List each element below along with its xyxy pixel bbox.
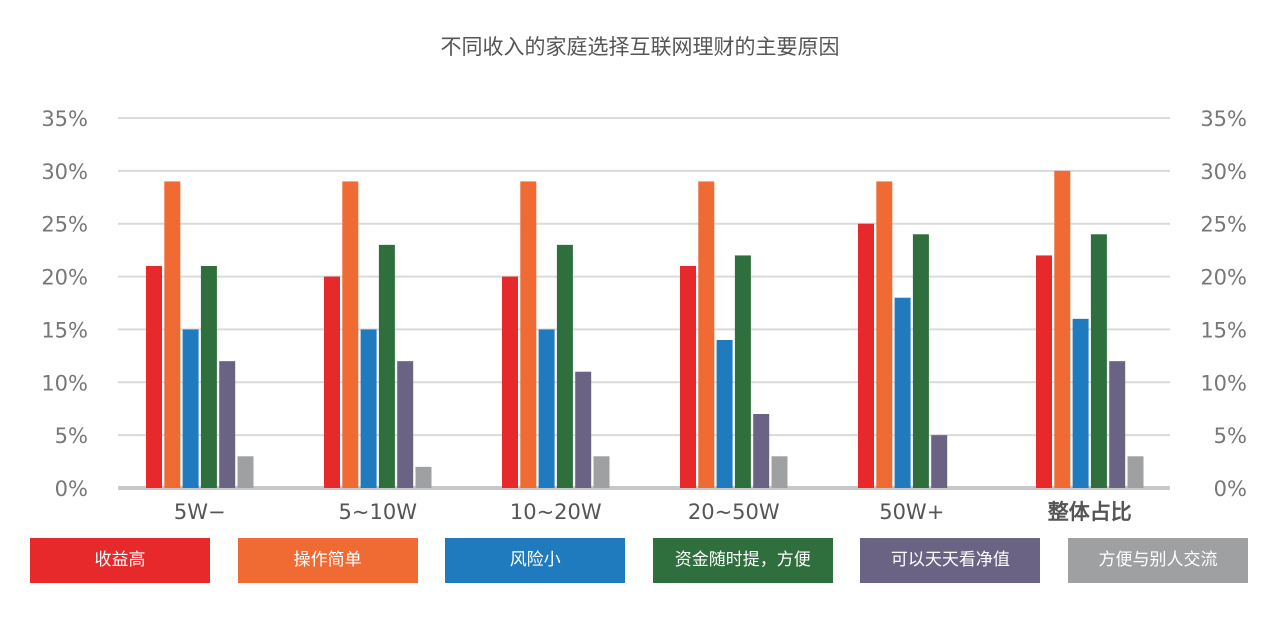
bar xyxy=(324,276,340,488)
bar xyxy=(237,456,254,488)
bar xyxy=(734,255,751,488)
bar xyxy=(146,266,162,488)
y-tick-label-right: 10% xyxy=(1200,371,1247,395)
bar xyxy=(698,181,715,488)
legend-item: 收益高 xyxy=(30,538,210,583)
bar xyxy=(593,456,610,488)
bar xyxy=(342,181,359,488)
bar xyxy=(1036,255,1052,488)
bar xyxy=(1127,456,1144,488)
x-tick-label: 10~20W xyxy=(510,500,602,524)
bar xyxy=(771,456,788,488)
bar xyxy=(912,234,929,488)
bar xyxy=(182,329,199,488)
legend-item: 资金随时提，方便 xyxy=(652,538,833,583)
x-tick-label: 50W+ xyxy=(879,500,944,524)
y-tick-label-left: 25% xyxy=(41,213,88,237)
bar xyxy=(575,371,592,488)
y-tick-label-right: 25% xyxy=(1200,213,1247,237)
bars xyxy=(146,170,1144,488)
y-tick-label-left: 30% xyxy=(41,160,88,184)
bar xyxy=(556,244,573,488)
bar xyxy=(520,181,537,488)
x-tick-label: 5~10W xyxy=(339,500,418,524)
bar xyxy=(1054,170,1071,488)
bar xyxy=(716,340,733,488)
bar xyxy=(164,181,181,488)
bar xyxy=(876,181,893,488)
bar xyxy=(415,466,432,488)
bar xyxy=(1090,234,1107,488)
bar xyxy=(1072,318,1089,488)
legend-item: 可以天天看净值 xyxy=(860,538,1041,583)
legend-item: 操作简单 xyxy=(237,538,418,583)
y-tick-label-left: 15% xyxy=(41,318,88,342)
bar xyxy=(360,329,377,488)
legend-item: 风险小 xyxy=(445,538,626,583)
bar xyxy=(894,297,911,488)
x-tick-label: 5W− xyxy=(174,500,226,524)
bar xyxy=(219,361,236,488)
y-tick-label-right: 5% xyxy=(1214,424,1247,448)
y-tick-label-left: 35% xyxy=(41,107,88,131)
y-tick-label-right: 35% xyxy=(1200,107,1247,131)
left-y-axis: 0% 5% 10% 15% 20% 25% 30% 35% xyxy=(41,107,88,501)
y-tick-label-left: 5% xyxy=(55,424,88,448)
bar xyxy=(931,435,948,488)
gridlines xyxy=(118,117,1170,490)
right-y-axis: 0% 5% 10% 15% 20% 25% 30% 35% xyxy=(1200,107,1247,501)
y-tick-label-right: 0% xyxy=(1214,477,1247,501)
bar xyxy=(1109,361,1126,488)
y-tick-label-right: 15% xyxy=(1200,318,1247,342)
y-tick-label-left: 0% xyxy=(55,477,88,501)
bar xyxy=(502,276,518,488)
bar xyxy=(378,244,395,488)
bar xyxy=(200,266,217,488)
x-tick-label: 20~50W xyxy=(688,500,780,524)
bar xyxy=(753,414,770,488)
x-axis: 5W− 5~10W 10~20W 20~50W 50W+ 整体占比 xyxy=(174,500,1132,524)
bar xyxy=(397,361,414,488)
bar xyxy=(538,329,555,488)
chart-title: 不同收入的家庭选择互联网理财的主要原因 xyxy=(441,35,840,59)
legend: 收益高 操作简单 风险小 资金随时提，方便 可以天天看净值 方便与别人交流 xyxy=(30,538,1248,583)
y-tick-label-right: 30% xyxy=(1200,160,1247,184)
x-tick-label: 整体占比 xyxy=(1048,500,1132,524)
y-tick-label-left: 10% xyxy=(41,371,88,395)
y-tick-label-right: 20% xyxy=(1200,266,1247,290)
legend-item: 方便与别人交流 xyxy=(1068,538,1248,583)
y-tick-label-left: 20% xyxy=(41,266,88,290)
bar xyxy=(858,223,874,488)
bar xyxy=(680,266,696,488)
